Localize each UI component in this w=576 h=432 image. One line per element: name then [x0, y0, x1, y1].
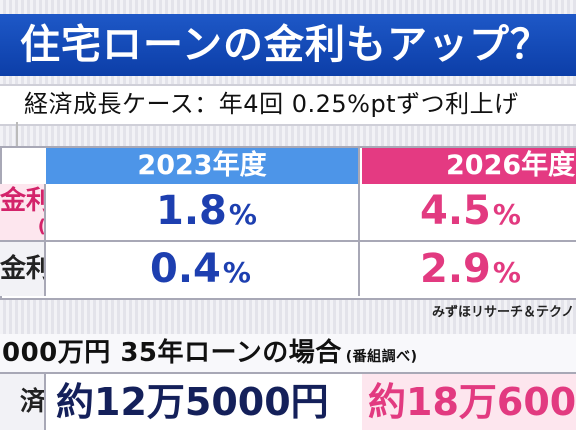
loan-caption-bar: [0, 334, 576, 372]
row-label-1-sub: (: [37, 216, 46, 237]
repayment-2026: 約18万600: [362, 374, 576, 430]
repayment-2023: 約12万5000円: [56, 380, 329, 424]
value-2023-row2-unit: %: [222, 256, 251, 289]
value-2023-row2-number: 0.4: [150, 246, 221, 292]
column-divider: [358, 148, 360, 296]
value-2026-row2: 2.9%: [420, 246, 521, 292]
value-2026-row1-number: 4.5: [420, 188, 491, 234]
subtitle: 経済成長ケース：年4回 0.25%ptずつ利上げ: [24, 90, 519, 118]
value-2026-row2-number: 2.9: [420, 246, 491, 292]
row-label-1-text: 金利: [0, 186, 46, 216]
value-2026-row1-unit: %: [492, 198, 521, 231]
subtitle-bar: [0, 84, 576, 126]
loan-caption-text: 000万円 35年ローンの場合: [2, 338, 342, 368]
row-label-1: 金利 (: [0, 184, 46, 240]
value-2023-row1: 1.8%: [156, 188, 257, 234]
title-banner: [0, 14, 576, 76]
value-2026-row1: 4.5%: [420, 188, 521, 234]
header-2023: 2023年度: [46, 148, 358, 184]
value-2023-row1-unit: %: [228, 198, 257, 231]
label-divider: [44, 184, 46, 296]
source-credit: みずほリサーチ＆テクノ: [432, 305, 575, 320]
value-2023-row2: 0.4%: [150, 246, 251, 292]
loan-caption-note: (番組調べ): [345, 349, 418, 365]
value-2023-row1-number: 1.8: [156, 188, 227, 234]
value-2026-row2-unit: %: [492, 256, 521, 289]
page-title: 住宅ローンの金利もアップ？: [20, 22, 551, 68]
repayment-label-divider: [44, 374, 46, 430]
header-2026: 2026年度: [362, 148, 576, 184]
row-label-2: 金利: [0, 242, 46, 296]
row-divider: [0, 240, 576, 242]
repayment-label: 済: [0, 374, 46, 430]
loan-caption: 000万円 35年ローンの場合 (番組調べ): [2, 336, 418, 370]
